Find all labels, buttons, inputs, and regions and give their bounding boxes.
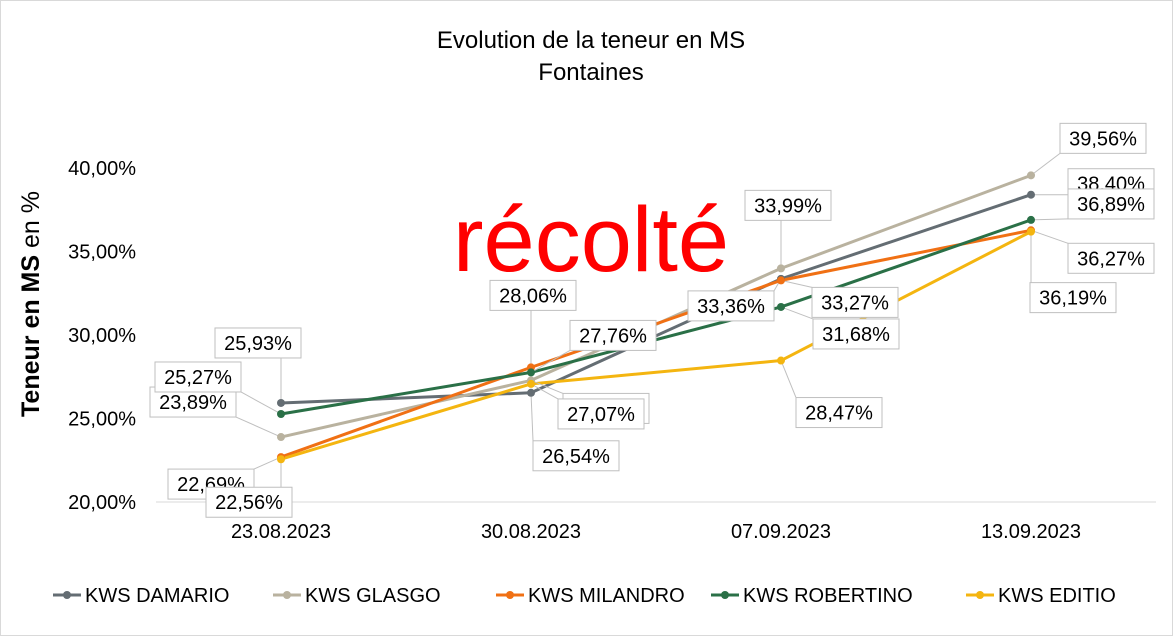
data-label-leader — [530, 349, 571, 373]
recolte-stamp: récolté — [453, 189, 729, 291]
data-label: 23,89% — [159, 392, 227, 414]
data-label-leader — [780, 306, 814, 320]
data-point — [777, 264, 785, 273]
data-point — [777, 302, 785, 311]
x-tick-label: 13.09.2023 — [981, 521, 1081, 543]
data-label: 27,07% — [567, 404, 635, 426]
data-label-box — [154, 361, 242, 393]
legend-swatch-marker — [283, 591, 291, 599]
data-label-leader — [253, 456, 282, 470]
data-label-box — [1067, 188, 1155, 220]
data-label: 33,27% — [821, 292, 889, 314]
data-label-box — [1029, 282, 1117, 314]
series-points — [277, 171, 1035, 464]
data-label: 33,36% — [697, 296, 765, 318]
data-label-box — [795, 397, 883, 429]
y-axis-title: Teneur en MS en % — [17, 191, 45, 417]
data-point — [527, 379, 535, 388]
data-point — [277, 455, 285, 464]
data-label-box — [557, 398, 645, 430]
data-label-leader — [780, 360, 797, 398]
series-line — [280, 230, 1032, 461]
data-label: 26,54% — [542, 446, 610, 468]
data-label-box — [569, 319, 657, 351]
data-label: 27,76% — [579, 325, 647, 347]
data-label: 39,56% — [1069, 128, 1137, 150]
label-leader-lines — [235, 152, 1069, 488]
data-label: 28,47% — [805, 403, 873, 425]
legend-swatch-marker — [506, 591, 514, 599]
data-label: 36,89% — [1077, 194, 1145, 216]
legend-entry: KWS MILANDRO — [528, 585, 685, 607]
data-label-box — [489, 279, 577, 311]
data-label-leader — [530, 392, 534, 441]
y-tick-label: 35,00% — [68, 242, 136, 264]
data-label-box — [1067, 242, 1155, 274]
data-point — [277, 398, 285, 407]
y-tick-label: 25,00% — [68, 409, 136, 431]
data-point — [277, 433, 285, 442]
data-point — [527, 368, 535, 377]
x-tick-label: 30.08.2023 — [481, 521, 581, 543]
data-label: 22,56% — [215, 492, 283, 514]
data-point — [527, 388, 535, 397]
data-label-leader — [530, 383, 559, 400]
chart-subtitle: Fontaines — [538, 59, 643, 86]
data-label-box — [687, 290, 775, 322]
y-axis-title-bold: Teneur en MS — [17, 255, 45, 417]
data-label-box — [214, 327, 302, 359]
data-label-leader — [530, 379, 564, 394]
data-labels: 25,93%26,54%33,36%38,40%23,89%27,28%33,9… — [149, 122, 1155, 518]
data-label-leader — [240, 391, 282, 415]
data-label: 36,27% — [1077, 248, 1145, 270]
data-label-leader — [1030, 218, 1069, 221]
data-label: 33,99% — [754, 195, 822, 217]
data-label-box — [811, 286, 899, 318]
data-label-leader — [1030, 152, 1061, 176]
legend-entry: KWS DAMARIO — [85, 585, 229, 607]
data-label: 25,27% — [164, 367, 232, 389]
chart-title: Evolution de la teneur en MS — [437, 27, 745, 54]
legend: KWS DAMARIO KWS GLASGO KWS MILANDRO KWS ROB… — [53, 585, 1116, 607]
y-tick-label: 20,00% — [68, 492, 136, 514]
data-label-leader — [1030, 229, 1069, 244]
data-label-box — [744, 189, 832, 221]
data-point — [777, 276, 785, 285]
data-point — [777, 356, 785, 365]
data-label: 28,06% — [499, 285, 567, 307]
legend-entry: KWS GLASGO — [305, 585, 441, 607]
data-label-box — [532, 440, 620, 472]
data-point — [1027, 190, 1035, 199]
data-label-leader — [235, 416, 282, 438]
y-tick-label: 40,00% — [68, 158, 136, 180]
data-label-leader — [780, 279, 813, 288]
legend-swatch-marker — [976, 591, 984, 599]
data-label-box — [1059, 122, 1147, 154]
data-label: 36,19% — [1039, 288, 1107, 310]
data-label: 31,68% — [822, 324, 890, 346]
data-label-box — [205, 486, 293, 518]
legend-entry: KWS EDITIO — [998, 585, 1116, 607]
y-axis-title-unit: en % — [17, 191, 45, 255]
x-tick-label: 07.09.2023 — [731, 521, 831, 543]
legend-swatch-marker — [721, 591, 729, 599]
legend-swatch-marker — [63, 591, 71, 599]
data-point — [277, 409, 285, 418]
data-label-box — [812, 318, 900, 350]
data-point — [1027, 215, 1035, 224]
axis-ticks: 20,00% 25,00% 30,00% 35,00% 40,00% 23.08.2023… — [68, 158, 1156, 543]
data-label: 25,93% — [224, 333, 292, 355]
data-point — [1027, 227, 1035, 236]
data-point — [1027, 171, 1035, 180]
y-tick-label: 30,00% — [68, 325, 136, 347]
legend-entry: KWS ROBERTINO — [743, 585, 913, 607]
x-tick-label: 23.08.2023 — [231, 521, 331, 543]
